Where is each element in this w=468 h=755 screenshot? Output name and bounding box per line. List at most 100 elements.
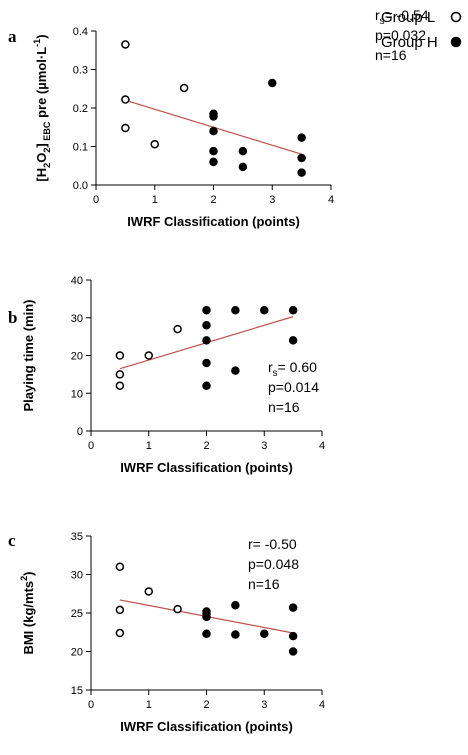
data-point	[209, 157, 218, 167]
data-point	[297, 153, 306, 163]
subscript: 2	[42, 148, 52, 153]
x-tick-label: 2	[203, 699, 209, 711]
text-part: r= -0.50	[248, 536, 297, 552]
data-point	[288, 336, 298, 345]
subscript: EBC	[42, 121, 52, 143]
x-tick-label: 0	[88, 699, 94, 711]
x-axis-label: IWRF Classification (points)	[127, 214, 300, 229]
text-part: n=16	[268, 399, 300, 415]
data-point	[297, 133, 306, 142]
y-tick-label: 30	[71, 570, 83, 582]
data-point	[288, 305, 298, 315]
data-point	[297, 168, 306, 177]
data-point	[115, 562, 125, 572]
data-point	[209, 146, 218, 156]
y-tick-label: 0.1	[73, 142, 88, 154]
superscript: 2	[19, 576, 29, 581]
x-axis-label: IWRF Classification (points)	[120, 719, 293, 734]
x-tick-label: 2	[210, 194, 216, 206]
data-point	[115, 381, 125, 390]
data-point	[288, 631, 298, 641]
x-tick-label: 2	[203, 440, 209, 452]
data-point	[144, 351, 153, 360]
text-part: p=0.032	[375, 27, 426, 43]
text-part: )	[21, 571, 36, 575]
data-point	[202, 305, 211, 315]
data-point	[202, 612, 211, 622]
y-tick-label: 40	[71, 275, 83, 287]
subscript: s	[380, 16, 385, 27]
stat-line: p=0.032	[375, 27, 426, 43]
text-part: r	[268, 359, 273, 375]
text-part: r	[375, 7, 380, 23]
data-point	[121, 95, 130, 104]
panel-label: c	[8, 531, 16, 550]
data-point	[268, 78, 277, 88]
text-part: BMI (kg/mts	[21, 581, 36, 655]
subscript: 2	[42, 163, 52, 168]
stat-line: rs= -0.54	[375, 7, 429, 27]
text-part: p=0.014	[268, 379, 319, 395]
y-tick-label: 30	[71, 313, 83, 325]
data-point	[238, 162, 248, 172]
x-tick-label: 1	[146, 699, 152, 711]
text-part: = -0.54	[385, 7, 429, 23]
legend-label: Group L	[381, 9, 435, 26]
y-tick-label: 0.2	[73, 103, 88, 115]
stat-line: n=16	[268, 399, 300, 415]
panel-label: b	[8, 308, 17, 327]
data-point	[179, 83, 189, 93]
data-point	[260, 305, 269, 315]
x-axis-label: IWRF Classification (points)	[120, 460, 293, 475]
legend-marker	[450, 36, 462, 48]
data-point	[202, 321, 211, 330]
y-axis-label: [H2O2] EBC pre (µmol·L-1)	[32, 34, 52, 181]
data-point	[288, 603, 298, 612]
y-tick-label: 35	[71, 531, 83, 543]
text-part: ]	[34, 143, 49, 147]
x-tick-label: 3	[261, 699, 267, 711]
data-point	[209, 126, 218, 136]
data-point	[202, 336, 211, 345]
data-point	[260, 629, 269, 639]
data-point	[202, 381, 211, 390]
text-part: O	[34, 153, 49, 163]
text-part: p=0.048	[248, 556, 299, 572]
y-tick-label: 15	[71, 685, 83, 697]
stat-line: r= -0.50	[248, 536, 297, 552]
y-tick-label: 25	[71, 608, 83, 620]
x-tick-label: 1	[152, 194, 158, 206]
data-point	[144, 587, 153, 596]
text-part: n=16	[375, 47, 407, 63]
data-point	[115, 370, 125, 379]
x-tick-label: 3	[269, 194, 275, 206]
text-part: Playing time (min)	[21, 300, 36, 412]
stat-line: n=16	[375, 47, 407, 63]
x-tick-label: 3	[261, 440, 267, 452]
y-tick-label: 10	[71, 388, 83, 400]
x-tick-label: 4	[319, 699, 325, 711]
text-part: (µmol·L	[34, 47, 49, 94]
stat-line: p=0.048	[248, 556, 299, 572]
data-point	[115, 351, 125, 360]
y-tick-label: 20	[71, 647, 83, 659]
data-point	[173, 324, 182, 334]
data-point	[238, 146, 248, 156]
text-part: = 0.60	[278, 359, 318, 375]
x-tick-label: 0	[88, 440, 94, 452]
y-axis-label: Playing time (min)	[21, 300, 36, 412]
data-point	[150, 139, 159, 149]
data-point	[202, 629, 211, 639]
data-point	[115, 628, 125, 638]
superscript: -1	[32, 39, 42, 47]
data-point	[202, 358, 211, 368]
x-tick-label: 4	[319, 440, 325, 452]
legend-label: Group H	[381, 34, 438, 51]
data-point	[121, 40, 130, 49]
data-point	[115, 605, 125, 615]
data-point	[231, 305, 240, 315]
text-part: n=16	[248, 576, 280, 592]
data-point	[121, 123, 130, 133]
text-part: pre	[34, 94, 49, 121]
y-axis-label: BMI (kg/mts2)	[19, 571, 36, 654]
